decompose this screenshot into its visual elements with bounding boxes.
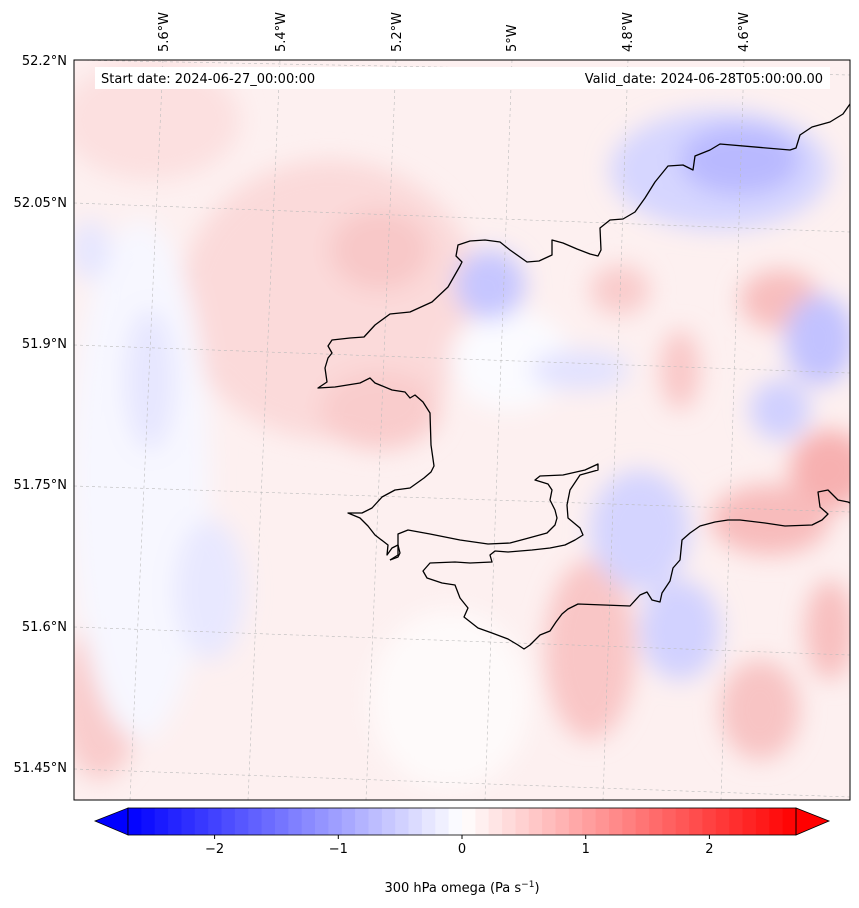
lon-tick-label: 4.6°W — [737, 12, 752, 52]
colorbar-step — [194, 808, 209, 835]
colorbar-tick-label: −1 — [329, 842, 348, 857]
colorbar-step — [462, 808, 476, 835]
colorbar-step — [729, 808, 744, 835]
colorbar-step — [742, 808, 757, 835]
colorbar-step — [274, 808, 289, 835]
colorbar-step — [635, 808, 650, 835]
colorbar-step — [288, 808, 303, 835]
omega-field — [74, 60, 850, 800]
colorbar-step — [128, 808, 142, 835]
colorbar-step — [408, 808, 423, 835]
colorbar-step — [555, 808, 570, 835]
colorbar-step — [154, 808, 169, 835]
colorbar-step — [221, 808, 236, 835]
colorbar-step — [328, 808, 343, 835]
colorbar-step — [595, 808, 610, 835]
colorbar-step — [234, 808, 249, 835]
colorbar-step — [421, 808, 436, 835]
colorbar-step — [608, 808, 623, 835]
lon-tick-label: 5.6°W — [157, 12, 172, 52]
lon-tick-label: 5.4°W — [274, 12, 289, 52]
colorbar-step — [141, 808, 156, 835]
colorbar-step — [689, 808, 703, 835]
colorbar-step — [582, 808, 597, 835]
lat-tick-label: 52.2°N — [22, 54, 67, 69]
colorbar-step — [181, 808, 196, 835]
colorbar-step — [715, 808, 730, 835]
colorbar-tick-label: 2 — [705, 842, 713, 857]
colorbar-step — [208, 808, 223, 835]
colorbar-step — [355, 808, 369, 835]
colorbar-step — [395, 808, 410, 835]
colorbar-step — [675, 808, 690, 835]
colorbar-step — [769, 808, 784, 835]
colorbar-step — [542, 808, 557, 835]
colorbar-tick-label: 1 — [582, 842, 590, 857]
colorbar-step — [248, 808, 263, 835]
colorbar-step — [649, 808, 663, 835]
colorbar-step — [528, 808, 543, 835]
colorbar-step — [435, 808, 450, 835]
lat-tick-label: 52.05°N — [14, 196, 67, 211]
lon-tick-label: 5.2°W — [390, 12, 405, 52]
colorbar-step — [261, 808, 276, 835]
colorbar-step — [301, 808, 316, 835]
date-banner: Start date: 2024-06-27_00:00:00 Valid_da… — [95, 67, 830, 89]
colorbar-tick-label: −2 — [205, 842, 224, 857]
coastline — [317, 103, 850, 650]
colorbar-step — [448, 808, 463, 835]
lat-tick-label: 51.75°N — [14, 478, 67, 493]
colorbar-low-extend — [93, 807, 129, 836]
longitude-ticks: 5.6°W 5.4°W 5.2°W 5°W 4.8°W 4.6°W — [157, 12, 752, 52]
colorbar-tick-label: 0 — [458, 842, 466, 857]
colorbar-step — [702, 808, 717, 835]
colorbar-ticks: −2 −1 0 1 2 — [205, 835, 714, 857]
colorbar-step — [341, 808, 356, 835]
start-date-label: Start date: 2024-06-27_00:00:00 — [101, 72, 315, 87]
colorbar-step — [515, 808, 530, 835]
latitude-ticks: 52.2°N 52.05°N 51.9°N 51.75°N 51.6°N 51.… — [14, 54, 67, 776]
colorbar-step — [782, 808, 797, 835]
lat-tick-label: 51.9°N — [22, 337, 67, 352]
lon-tick-label: 4.8°W — [621, 12, 636, 52]
colorbar-title: 300 hPa omega (Pa s−1) — [384, 880, 539, 896]
colorbar-step — [502, 808, 516, 835]
colorbar-steps — [128, 808, 797, 835]
colorbar-step — [368, 808, 383, 835]
valid-date-label: Valid_date: 2024-06-28T05:00:00.00 — [585, 72, 823, 87]
colorbar-step — [662, 808, 677, 835]
lat-tick-label: 51.45°N — [14, 761, 67, 776]
colorbar-step — [381, 808, 396, 835]
lon-tick-label: 5°W — [505, 24, 520, 52]
colorbar-step — [755, 808, 770, 835]
colorbar-step — [315, 808, 329, 835]
colorbar-step — [475, 808, 490, 835]
colorbar-step — [488, 808, 503, 835]
colorbar-high-extend — [795, 807, 831, 836]
colorbar-step — [568, 808, 583, 835]
lat-tick-label: 51.6°N — [22, 620, 67, 635]
colorbar-step — [622, 808, 637, 835]
colorbar: −2 −1 0 1 2 300 hPa omega (Pa s−1) — [93, 807, 831, 896]
colorbar-step — [168, 808, 182, 835]
map-frame — [73, 59, 851, 801]
